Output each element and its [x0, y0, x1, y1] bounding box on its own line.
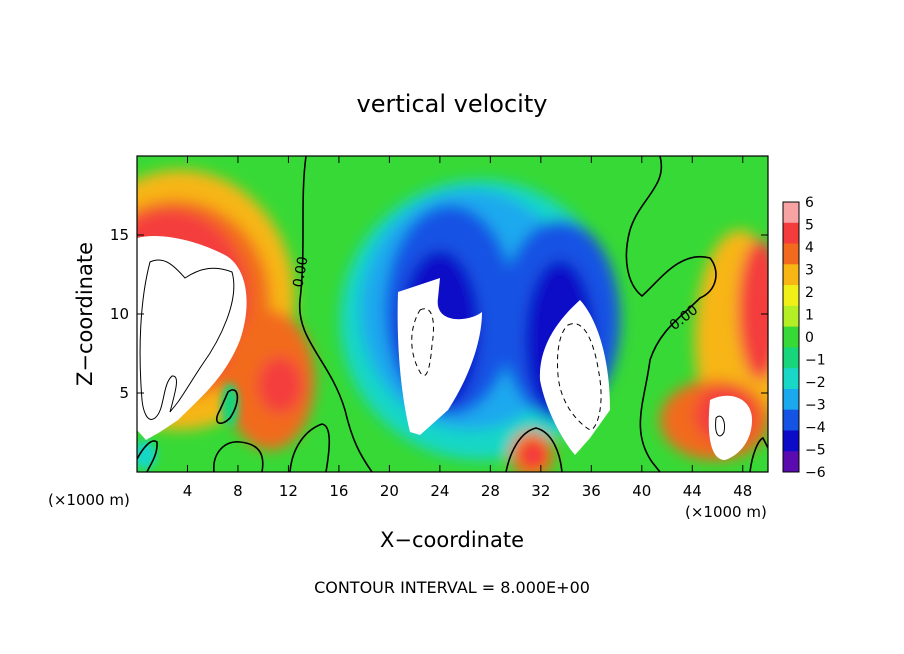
x-unit-left: (×1000 m) [48, 491, 130, 509]
colorbar-tick-label: −6 [805, 465, 826, 481]
y-axis-label: Z−coordinate [73, 242, 97, 386]
colorbar-tick-label: 3 [805, 263, 814, 279]
colorbar-tick-label: −3 [805, 398, 826, 414]
y-tick-label: 5 [119, 384, 129, 402]
y-tick-label: 10 [110, 305, 129, 323]
colorbar-tick-label: 2 [805, 285, 814, 301]
colorbar-tick-label: 0 [805, 330, 814, 346]
plot-area: 0.00 0.00 [137, 156, 768, 472]
x-tick-label: 32 [531, 482, 550, 500]
colorbar: 6 5 4 3 2 1 0 −1 −2 −3 −4 −5 −6 [782, 195, 826, 481]
colorbar-tick-label: −5 [805, 443, 826, 459]
colorbar-tick-label: 4 [805, 240, 814, 256]
colorbar-segment [783, 368, 799, 390]
chart-title: vertical velocity [357, 90, 548, 118]
colorbar-tick-label: 1 [805, 308, 814, 324]
x-tick-label: 48 [733, 482, 752, 500]
x-tick-label: 36 [582, 482, 601, 500]
x-tick-label: 40 [632, 482, 651, 500]
colorbar-tick-label: 5 [805, 218, 814, 234]
colorbar-tick-label: −4 [805, 420, 826, 436]
x-unit-right: (×1000 m) [685, 503, 767, 521]
x-tick-label: 8 [233, 482, 243, 500]
x-tick-label: 20 [380, 482, 399, 500]
colorbar-segment [783, 347, 799, 369]
colorbar-segment [783, 285, 799, 307]
colorbar-segment [783, 222, 799, 245]
x-tick-label: 24 [430, 482, 449, 500]
colorbar-tick-label: −2 [805, 375, 826, 391]
x-axis: 4 8 12 16 20 24 28 32 36 40 44 48 [183, 156, 752, 500]
y-tick-label: 15 [110, 226, 129, 244]
footer-note: CONTOUR INTERVAL = 8.000E+00 [314, 578, 590, 597]
x-axis-label: X−coordinate [380, 528, 524, 552]
colorbar-segment [783, 430, 799, 452]
colorbar-segment [783, 451, 799, 473]
colorbar-tick-label: −1 [805, 353, 826, 369]
colorbar-segment [783, 264, 799, 286]
colorbar-segment [783, 388, 799, 411]
colorbar-segment [783, 409, 799, 431]
colorbar-segment [783, 243, 799, 265]
colorbar-segment [783, 202, 799, 224]
x-tick-label: 12 [279, 482, 298, 500]
colorbar-segment [783, 326, 799, 348]
colorbar-segment [783, 305, 799, 328]
colorbar-frame [782, 201, 800, 473]
x-tick-label: 28 [481, 482, 500, 500]
contour-label-1: 0.00 [290, 255, 311, 288]
x-tick-label: 16 [329, 482, 348, 500]
y-axis: 5 10 15 [110, 226, 768, 402]
x-tick-label: 4 [183, 482, 193, 500]
colorbar-tick-label: 6 [805, 195, 814, 211]
x-tick-label: 44 [683, 482, 702, 500]
